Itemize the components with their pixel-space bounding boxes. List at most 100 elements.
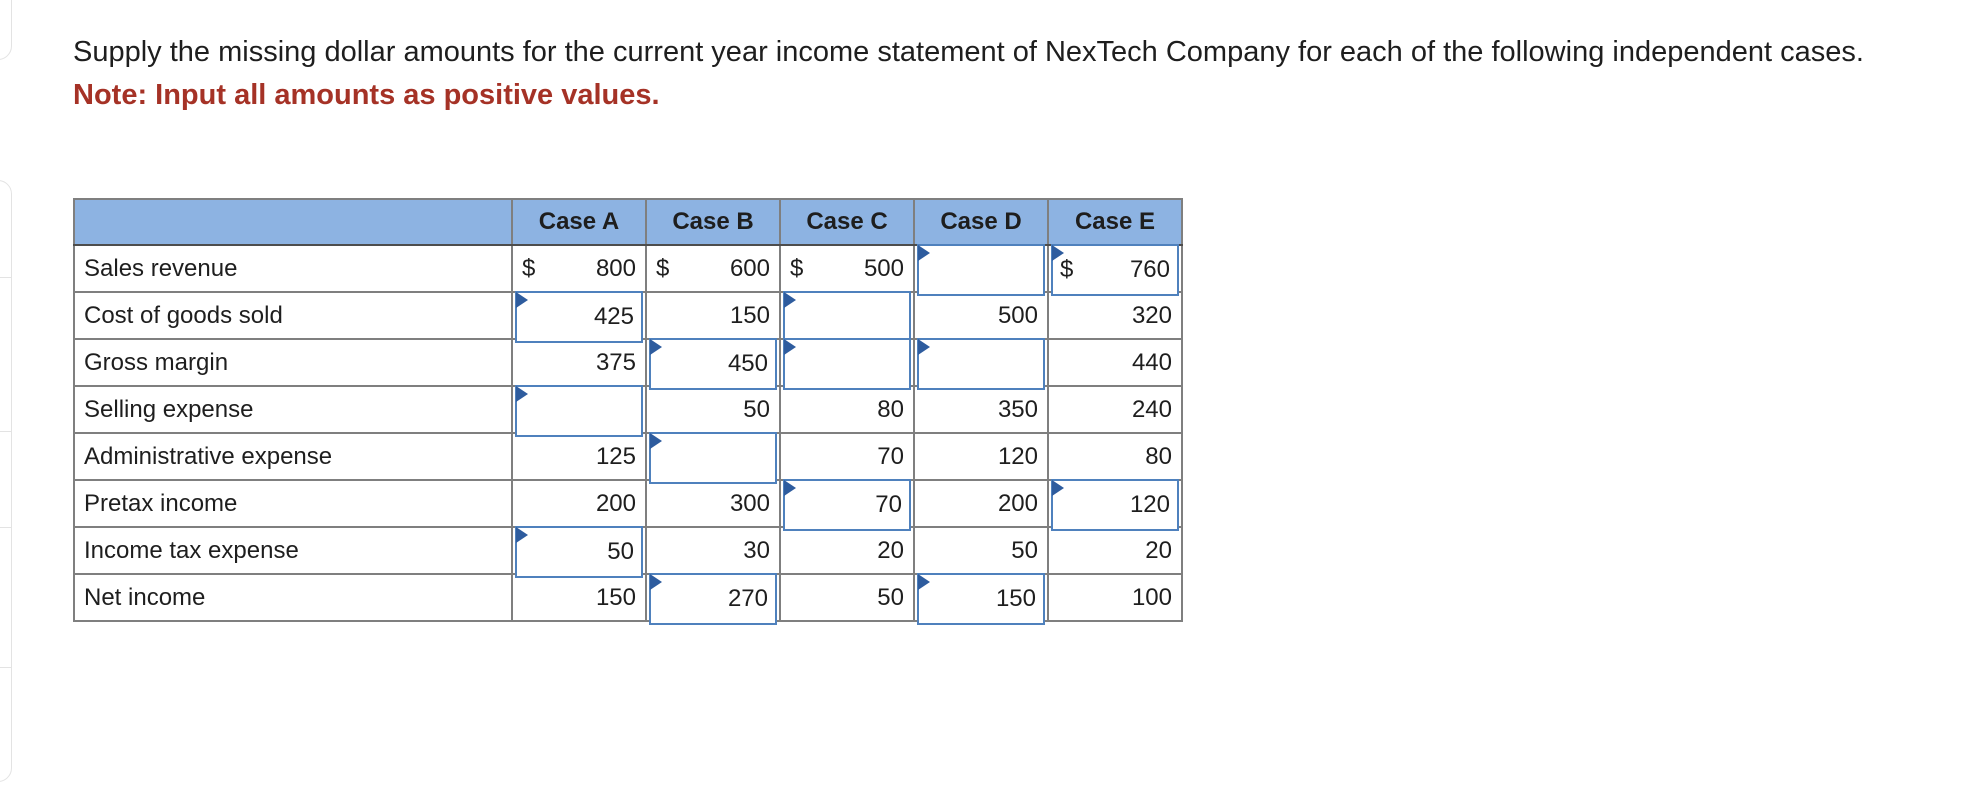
answer-cell: 150: [913, 573, 1049, 625]
answer-flag-icon: [516, 292, 529, 309]
answer-cell: [511, 385, 647, 437]
answer-input[interactable]: 120: [1051, 479, 1179, 531]
answer-input[interactable]: [515, 385, 643, 437]
row-label: Sales revenue: [73, 244, 513, 293]
cell-value: 50: [877, 583, 904, 611]
value-cell: 150: [645, 291, 781, 340]
answer-cell: [913, 244, 1049, 296]
cell-content: 20: [1049, 528, 1181, 573]
answer-input[interactable]: [917, 338, 1045, 390]
left-panel-divider: [0, 277, 11, 278]
answer-flag-icon: [516, 386, 529, 403]
column-header-case-e: Case E: [1047, 198, 1183, 246]
column-header-case-a: Case A: [511, 198, 647, 246]
answer-input[interactable]: $760: [1051, 244, 1179, 296]
cell-value: 80: [1145, 442, 1172, 470]
table-row: Income tax expense 50 30 20 50 20: [73, 526, 1183, 578]
cell-content: 375: [513, 340, 645, 385]
value-cell: 70: [779, 432, 915, 481]
cell-value: 270: [727, 585, 768, 612]
cell-value: 50: [1011, 536, 1038, 564]
answer-flag-icon: [650, 433, 663, 450]
cell-value: 150: [729, 301, 770, 329]
left-panel-divider: [0, 527, 11, 528]
value-cell: 100: [1047, 573, 1183, 622]
income-statement-table: Case A Case B Case C Case D Case E Sales rev…: [73, 198, 1183, 625]
answer-flag-icon: [1052, 245, 1065, 262]
answer-input[interactable]: [783, 291, 911, 343]
left-panel-divider: [0, 431, 11, 432]
row-label: Gross margin: [73, 338, 513, 387]
row-label: Net income: [73, 573, 513, 622]
value-cell: 150: [511, 573, 647, 622]
cell-content: 70: [781, 434, 913, 479]
table-row: Selling expense 50 80 350 240: [73, 385, 1183, 437]
cell-content: 500: [915, 293, 1047, 338]
table-row: Gross margin 375 450 440: [73, 338, 1183, 390]
answer-cell: $760: [1047, 244, 1183, 296]
value-cell: 80: [1047, 432, 1183, 481]
table-row: Net income 150 270 50 150 100: [73, 573, 1183, 625]
cell-content: 440: [1049, 340, 1181, 385]
answer-input[interactable]: 70: [783, 479, 911, 531]
table-corner-cell: [73, 198, 513, 246]
answer-cell: [779, 338, 915, 390]
cell-content: 80: [1049, 434, 1181, 479]
answer-input[interactable]: [783, 338, 911, 390]
cell-value: 450: [727, 350, 768, 377]
dollar-sign: $: [522, 254, 536, 282]
left-panel-edge-top: [0, 0, 12, 60]
value-cell: $600: [645, 244, 781, 293]
cell-content: 50: [915, 528, 1047, 573]
value-cell: 350: [913, 385, 1049, 434]
value-cell: 440: [1047, 338, 1183, 387]
answer-input[interactable]: 50: [515, 526, 643, 578]
value-cell: 240: [1047, 385, 1183, 434]
value-cell: 125: [511, 432, 647, 481]
answer-input[interactable]: 425: [515, 291, 643, 343]
answer-cell: 120: [1047, 479, 1183, 531]
cell-value: 125: [595, 442, 636, 470]
cell-value: 760: [1129, 256, 1170, 283]
note-text: Note: Input all amounts as positive valu…: [73, 79, 660, 111]
cell-value: 100: [1131, 583, 1172, 611]
value-cell: 200: [913, 479, 1049, 528]
cell-value: 440: [1131, 348, 1172, 376]
cell-value: 80: [877, 395, 904, 423]
dollar-sign: $: [790, 254, 804, 282]
column-header-case-d: Case D: [913, 198, 1049, 246]
cell-value: 500: [997, 301, 1038, 329]
income-statement-table-wrapper: Case A Case B Case C Case D Case E Sales rev…: [73, 198, 1183, 625]
cell-value: 240: [1131, 395, 1172, 423]
value-cell: 80: [779, 385, 915, 434]
answer-input[interactable]: 450: [649, 338, 777, 390]
answer-input[interactable]: 270: [649, 573, 777, 625]
value-cell: $500: [779, 244, 915, 293]
answer-cell: [913, 338, 1049, 390]
answer-flag-icon: [650, 574, 663, 591]
answer-cell: 425: [511, 291, 647, 343]
instructions-text: Supply the missing dollar amounts for th…: [73, 36, 1864, 68]
answer-input[interactable]: [649, 432, 777, 484]
answer-flag-icon: [650, 339, 663, 356]
row-label: Income tax expense: [73, 526, 513, 575]
answer-flag-icon: [784, 292, 797, 309]
cell-value: 150: [995, 585, 1036, 612]
value-cell: 50: [779, 573, 915, 622]
value-cell: 50: [913, 526, 1049, 575]
dollar-sign: $: [656, 254, 670, 282]
cell-value: 200: [595, 489, 636, 517]
answer-cell: 50: [511, 526, 647, 578]
question-block: Supply the missing dollar amounts for th…: [73, 32, 1953, 116]
table-row: Administrative expense 125 70 120 80: [73, 432, 1183, 484]
row-label: Cost of goods sold: [73, 291, 513, 340]
cell-value: 300: [729, 489, 770, 517]
answer-input[interactable]: 150: [917, 573, 1045, 625]
answer-cell: [645, 432, 781, 484]
answer-cell: 450: [645, 338, 781, 390]
cell-value: 20: [877, 536, 904, 564]
cell-value: 70: [875, 491, 902, 518]
value-cell: 30: [645, 526, 781, 575]
cell-content: 200: [915, 481, 1047, 526]
answer-input[interactable]: [917, 244, 1045, 296]
